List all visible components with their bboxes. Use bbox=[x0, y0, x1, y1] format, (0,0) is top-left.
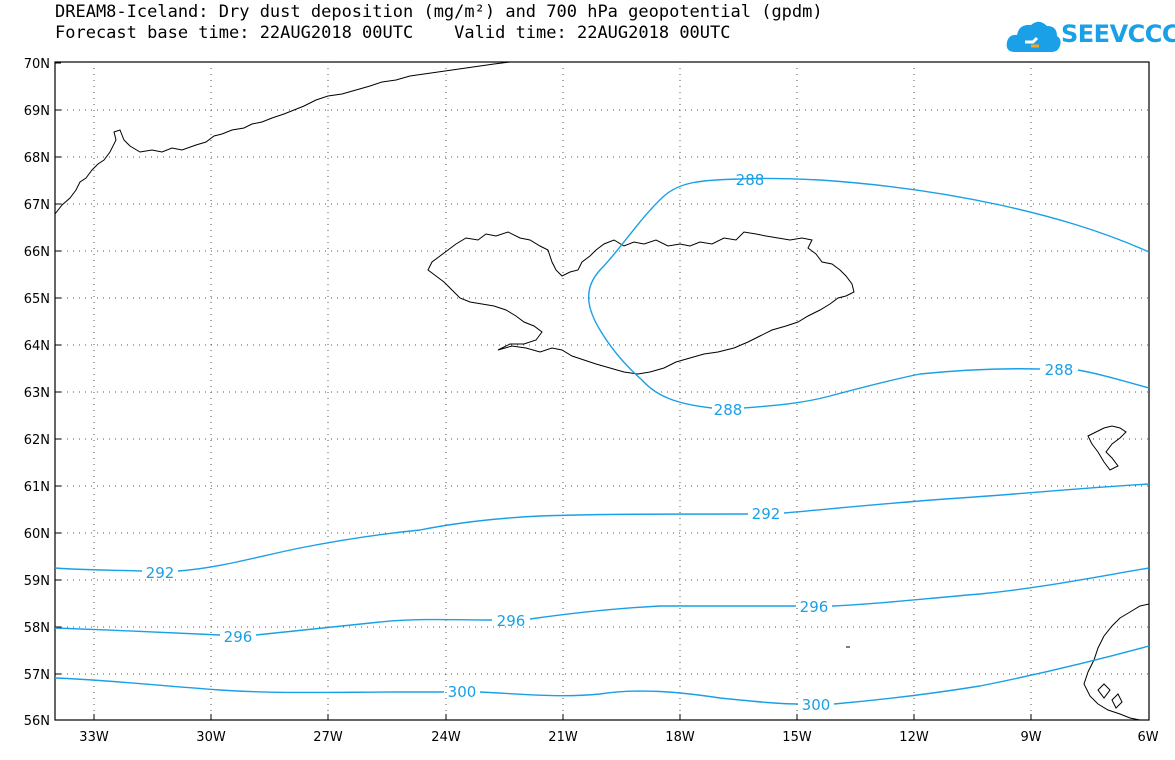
tick-marks bbox=[55, 62, 1032, 720]
contour-300 bbox=[54, 645, 1150, 705]
lon-label: 15W bbox=[782, 730, 812, 745]
contour-292 bbox=[54, 483, 1150, 572]
logo-text: SEEVCCC bbox=[1061, 20, 1175, 48]
lat-label: 60N bbox=[24, 527, 50, 542]
contour-label-296: 296 bbox=[800, 598, 829, 616]
contour-288-north bbox=[587, 177, 1150, 409]
lon-label: 6W bbox=[1137, 730, 1158, 745]
lat-label: 69N bbox=[24, 104, 50, 119]
title-line-1: DREAM8-Iceland: Dry dust deposition (mg/… bbox=[55, 2, 823, 22]
iceland-coast bbox=[427, 231, 855, 375]
lon-label: 21W bbox=[548, 730, 578, 745]
contour-label-288: 288 bbox=[1045, 361, 1074, 379]
contour-label-300: 300 bbox=[802, 696, 831, 714]
lat-label: 56N bbox=[24, 714, 50, 729]
contour-label-292: 292 bbox=[146, 564, 175, 582]
map-frame bbox=[54, 61, 1150, 721]
contour-label-296: 296 bbox=[497, 612, 526, 630]
greenland-coast bbox=[54, 61, 511, 215]
lat-label: 66N bbox=[24, 245, 50, 260]
lat-label: 64N bbox=[24, 339, 50, 354]
lat-labels: 70N 69N 68N 67N 66N 65N 64N 63N 62N 61N … bbox=[24, 57, 50, 729]
lon-label: 18W bbox=[665, 730, 695, 745]
seevccc-logo: SEEVCCC bbox=[1005, 14, 1175, 58]
coastlines bbox=[54, 61, 1150, 721]
lon-label: 24W bbox=[431, 730, 461, 745]
lon-label: 27W bbox=[313, 730, 343, 745]
contour-label-300: 300 bbox=[448, 683, 477, 701]
lat-label: 58N bbox=[24, 621, 50, 636]
hebrides bbox=[1097, 683, 1123, 709]
lon-label: 9W bbox=[1020, 730, 1041, 745]
contour-label-292: 292 bbox=[752, 505, 781, 523]
contours bbox=[54, 177, 1150, 705]
scotland-coast bbox=[1083, 603, 1150, 721]
lat-label: 70N bbox=[24, 57, 50, 72]
lat-label: 57N bbox=[24, 668, 50, 683]
lat-label: 62N bbox=[24, 433, 50, 448]
contour-labels: 288 288 288 292 292 296 296 296 300 300 bbox=[146, 171, 1074, 714]
grid-lines bbox=[55, 62, 1149, 720]
lat-label: 63N bbox=[24, 386, 50, 401]
lat-label: 59N bbox=[24, 574, 50, 589]
faroe-islands bbox=[1087, 425, 1127, 471]
lon-labels: 33W 30W 27W 24W 21W 18W 15W 12W 9W 6W bbox=[79, 730, 1158, 745]
map-title: DREAM8-Iceland: Dry dust deposition (mg/… bbox=[55, 2, 955, 44]
lat-label: 67N bbox=[24, 198, 50, 213]
contour-296 bbox=[54, 567, 1150, 636]
lon-label: 30W bbox=[196, 730, 226, 745]
lat-label: 65N bbox=[24, 292, 50, 307]
lon-label: 12W bbox=[899, 730, 929, 745]
title-line-2: Forecast base time: 22AUG2018 00UTC Vali… bbox=[55, 23, 731, 43]
contour-label-288: 288 bbox=[714, 401, 743, 419]
contour-label-296: 296 bbox=[224, 628, 253, 646]
contour-label-288: 288 bbox=[736, 171, 765, 189]
lat-label: 68N bbox=[24, 151, 50, 166]
lon-label: 33W bbox=[79, 730, 109, 745]
lat-label: 61N bbox=[24, 480, 50, 495]
cloud-icon bbox=[1006, 21, 1061, 52]
